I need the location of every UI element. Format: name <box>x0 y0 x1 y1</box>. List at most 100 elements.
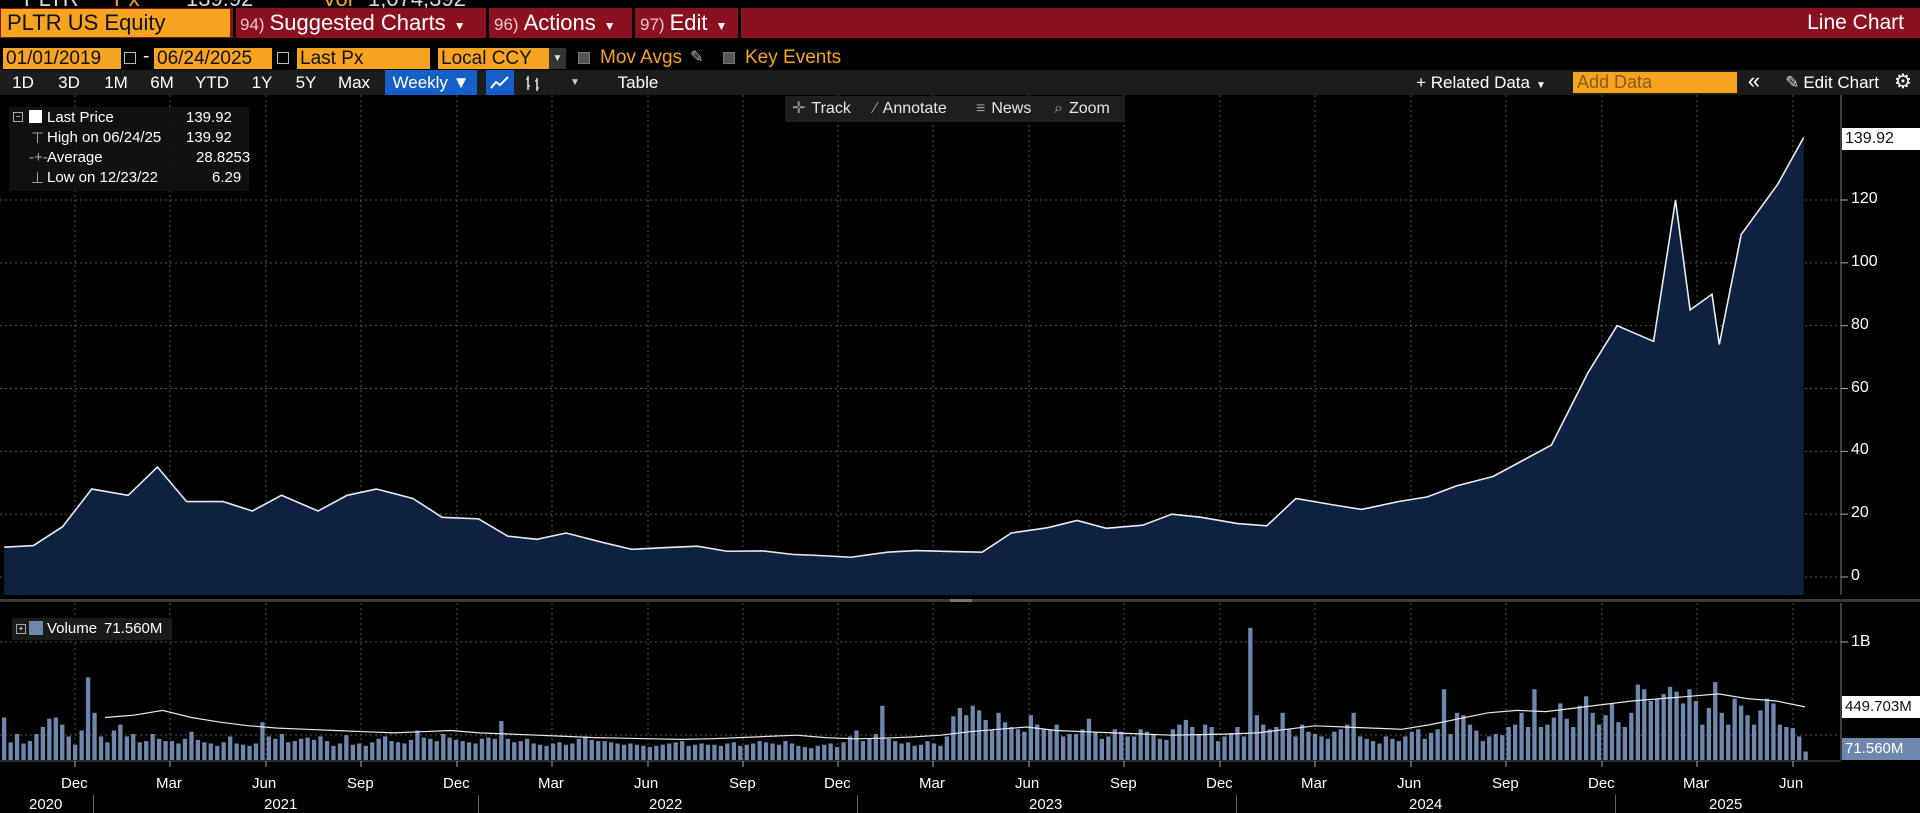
range-1y-button[interactable]: 1Y <box>251 73 273 92</box>
x-month-label: Sep <box>1110 775 1137 792</box>
dropdown-arrow-icon[interactable]: ▼ <box>549 48 566 69</box>
range-ytd-button[interactable]: YTD <box>195 73 229 92</box>
cut-ticker: PLTR <box>24 0 79 8</box>
menu-label: Edit <box>669 10 708 35</box>
volume-bar <box>357 743 362 760</box>
track-button[interactable]: ✛ Track <box>792 96 851 122</box>
volume-bar <box>1306 731 1311 760</box>
end-date-field[interactable]: 06/24/2025 <box>154 48 272 69</box>
volume-bar <box>1525 727 1531 760</box>
annotate-button[interactable]: ⁄ Annotate <box>874 96 947 122</box>
chart-canvas[interactable] <box>0 95 1920 813</box>
volume-bar <box>1177 724 1182 760</box>
volume-bar <box>1125 736 1130 760</box>
volume-bar <box>27 741 33 760</box>
field-selector[interactable]: Last Px <box>297 48 430 69</box>
volume-bar <box>260 722 265 760</box>
edit-menu[interactable]: 97) Edit ▼ <box>640 9 727 37</box>
volume-bar <box>763 742 769 760</box>
volume-swatch <box>29 621 43 635</box>
range-1d-button[interactable]: 1D <box>12 73 34 92</box>
volume-bar <box>73 744 78 760</box>
price-tick-label: 80 <box>1851 315 1869 333</box>
year-separator <box>1236 795 1237 813</box>
volume-bar <box>370 742 375 760</box>
legend-expand-icon[interactable]: + <box>16 624 26 634</box>
year-separator <box>93 795 94 813</box>
volume-bar <box>466 742 472 760</box>
ticker-field[interactable]: PLTR US Equity <box>1 9 230 37</box>
volume-bar <box>809 748 814 760</box>
volume-bar <box>1183 719 1188 760</box>
currency-selector[interactable]: Local CCY <box>438 48 563 69</box>
edit-chart-button[interactable]: ✎ Edit Chart <box>1772 70 1892 95</box>
x-year-label: 2023 <box>1029 796 1063 813</box>
volume-bar <box>415 730 420 760</box>
price-legend: − Last Price 139.92 ⊤ High on 06/24/25 1… <box>9 107 251 191</box>
volume-bar <box>699 743 704 760</box>
volume-bar <box>537 744 543 760</box>
volume-bar <box>492 738 497 760</box>
collapse-icon[interactable]: « <box>1747 68 1761 93</box>
volume-bar <box>1093 731 1098 760</box>
calendar-icon[interactable] <box>277 52 289 64</box>
volume-bar <box>854 730 859 760</box>
actions-menu[interactable]: 96) Actions ▼ <box>494 9 616 37</box>
volume-bar <box>98 736 104 760</box>
volume-bar <box>305 737 310 760</box>
volume-bar <box>499 721 504 760</box>
volume-bar <box>1222 736 1227 760</box>
range-3d-button[interactable]: 3D <box>58 73 80 92</box>
range-1m-button[interactable]: 1M <box>104 73 128 92</box>
calendar-icon[interactable] <box>124 52 136 64</box>
average-value: 28.8253 <box>196 149 251 166</box>
chart-type-label[interactable]: Line Chart <box>1807 11 1904 34</box>
table-button[interactable]: Table <box>617 73 659 92</box>
menu-separator <box>233 8 236 38</box>
cut-px-value: 139.92 <box>186 0 253 8</box>
volume-bar <box>344 735 349 760</box>
volume-bar <box>395 742 401 760</box>
volume-bar <box>1358 736 1363 760</box>
volume-bar <box>583 736 588 760</box>
menu-number: 94) <box>240 15 265 34</box>
add-data-input[interactable]: Add Data <box>1573 72 1737 93</box>
volume-bar <box>1629 712 1634 760</box>
volume-bar <box>421 737 426 760</box>
volume-bar <box>1706 708 1711 760</box>
volume-bar <box>1719 712 1724 760</box>
volume-bar <box>337 743 343 760</box>
volume-bar <box>486 737 491 760</box>
key-events-checkbox[interactable] <box>723 52 735 64</box>
range-5y-button[interactable]: 5Y <box>295 73 317 92</box>
volume-bar <box>1106 736 1111 760</box>
volume-bar <box>1261 724 1266 760</box>
volume-bar <box>1609 703 1615 760</box>
related-data-button[interactable]: + Related Data ▼ <box>1406 70 1556 95</box>
menu-number: 97) <box>640 15 665 34</box>
chart-style-dropdown-icon[interactable]: ▼ <box>570 77 580 88</box>
volume-bar <box>479 738 485 760</box>
volume-bar <box>822 744 827 760</box>
volume-bar <box>1409 731 1414 760</box>
period-selector[interactable]: Weekly ▼ <box>385 70 477 95</box>
range-6m-button[interactable]: 6M <box>150 73 174 92</box>
legend-collapse-icon[interactable]: − <box>13 112 23 122</box>
gear-icon[interactable]: ⚙ <box>1894 71 1912 93</box>
volume-bar <box>1596 724 1602 760</box>
line-chart-icon[interactable] <box>486 70 514 95</box>
volume-bar <box>1241 736 1247 760</box>
bar-chart-icon[interactable] <box>520 70 546 95</box>
start-date-field[interactable]: 01/01/2019 <box>3 48 121 69</box>
volume-bar <box>1790 728 1795 760</box>
volume-bar <box>751 743 756 760</box>
pencil-icon[interactable]: ✎ <box>690 49 704 66</box>
volume-tick-1b: 1B <box>1851 633 1871 650</box>
mov-avgs-checkbox[interactable] <box>578 52 590 64</box>
volume-bar <box>189 731 194 760</box>
zoom-button[interactable]: ⌕ Zoom <box>1054 96 1110 122</box>
x-month-label: Mar <box>919 775 945 792</box>
suggested-charts-menu[interactable]: 94) Suggested Charts ▼ <box>240 9 466 37</box>
news-button[interactable]: ≡ News <box>976 96 1031 122</box>
range-max-button[interactable]: Max <box>337 73 371 92</box>
